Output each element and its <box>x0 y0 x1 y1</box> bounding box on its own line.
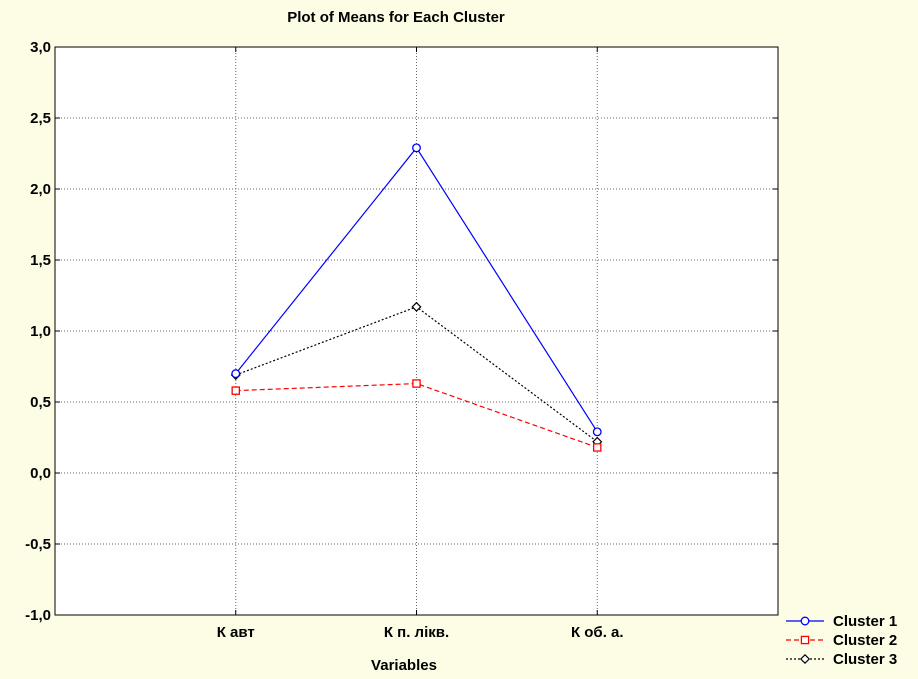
legend-item-2: Cluster 2 <box>786 632 897 649</box>
y-tick-label: 0,0 <box>30 465 51 482</box>
y-tick-label: 0,5 <box>30 394 51 411</box>
y-tick-label: 1,0 <box>30 323 51 340</box>
y-axis: -1,0 -0,5 0,0 0,5 1,0 1,5 2,0 2,5 3,0 <box>25 39 778 624</box>
series-layer <box>230 143 603 452</box>
series-2-point <box>593 443 602 452</box>
series-2-point <box>231 386 240 395</box>
series-1-point <box>231 369 241 379</box>
y-tick-label: -1,0 <box>25 607 51 624</box>
series-2 <box>231 379 602 452</box>
legend-marker <box>800 616 810 626</box>
y-tick-label: 3,0 <box>30 39 51 56</box>
series-1-point <box>592 427 602 437</box>
legend-label: Cluster 2 <box>833 632 897 649</box>
legend-item-1: Cluster 1 <box>786 613 897 630</box>
series-3-point <box>411 301 422 312</box>
legend-label: Cluster 1 <box>833 613 897 630</box>
x-tick-label: К п. лікв. <box>384 624 449 641</box>
legend-label: Cluster 3 <box>833 651 897 668</box>
y-tick-label: 2,0 <box>30 181 51 198</box>
x-axis-title: Variables <box>371 657 437 674</box>
legend-item-3: Cluster 3 <box>786 651 897 668</box>
legend: Cluster 1 Cluster 2 Cluster 3 <box>786 613 897 668</box>
legend-marker <box>800 635 810 645</box>
series-2-point <box>412 379 421 388</box>
chart-title: Plot of Means for Each Cluster <box>287 9 505 26</box>
series-1 <box>231 143 602 437</box>
x-tick-label: К об. а. <box>571 624 624 641</box>
legend-marker <box>799 653 811 665</box>
y-tick-label: 1,5 <box>30 252 51 269</box>
x-tick-label: К авт <box>217 624 255 641</box>
series-1-point <box>412 143 421 153</box>
x-axis: К авт К п. лікв. К об. а. <box>217 47 624 641</box>
y-tick-label: -0,5 <box>25 536 51 553</box>
grid-lines <box>55 47 778 615</box>
y-tick-label: 2,5 <box>30 110 51 127</box>
